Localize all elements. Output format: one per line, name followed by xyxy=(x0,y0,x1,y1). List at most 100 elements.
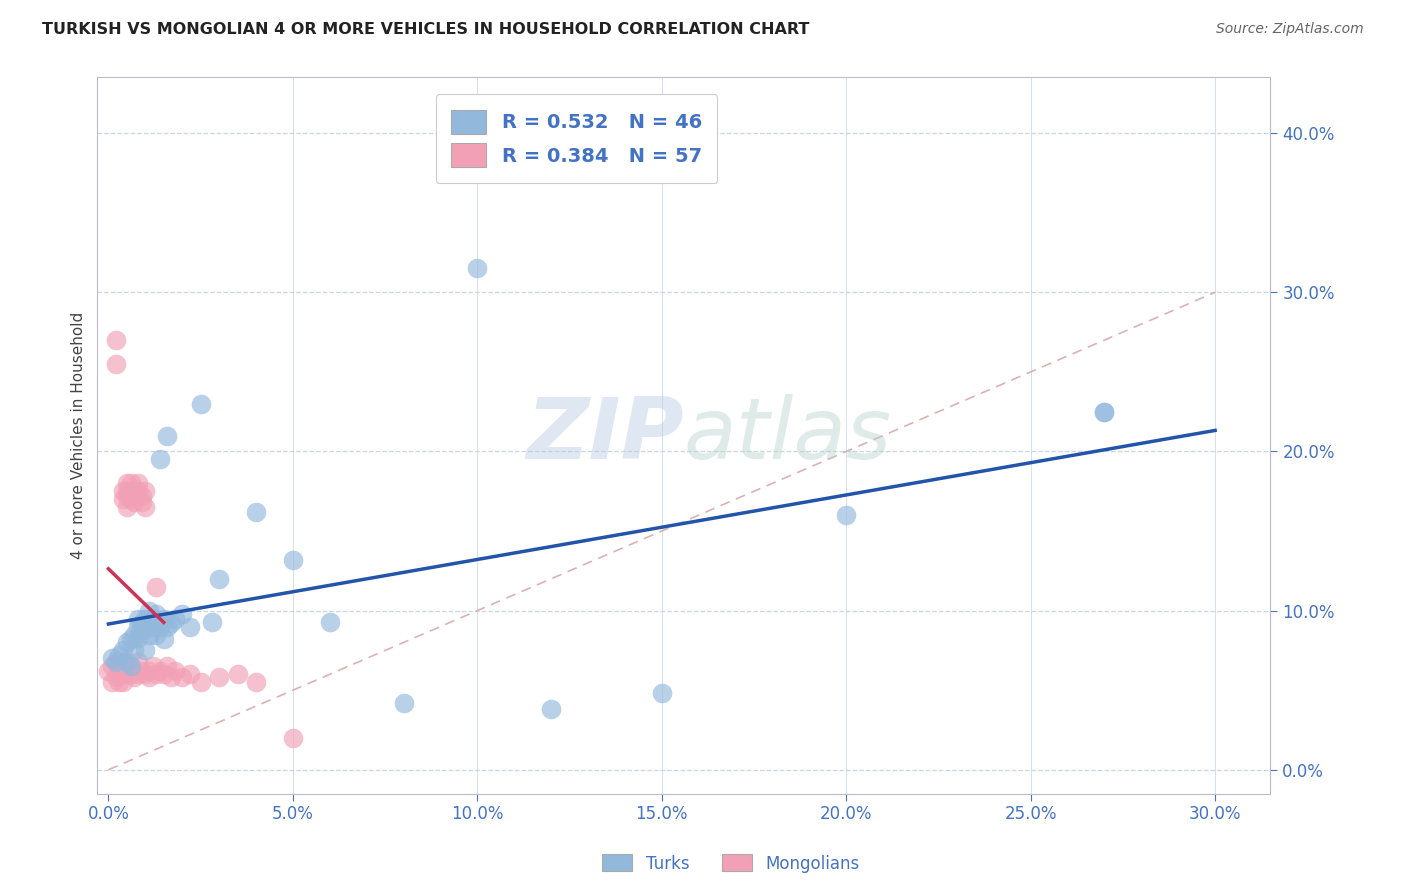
Point xyxy=(127,619,149,633)
Text: atlas: atlas xyxy=(683,394,891,477)
Point xyxy=(245,505,267,519)
Text: TURKISH VS MONGOLIAN 4 OR MORE VEHICLES IN HOUSEHOLD CORRELATION CHART: TURKISH VS MONGOLIAN 4 OR MORE VEHICLES … xyxy=(42,22,810,37)
Point xyxy=(115,476,138,491)
Point xyxy=(122,671,145,685)
Point xyxy=(115,489,138,503)
Point xyxy=(149,619,172,633)
Point xyxy=(115,484,138,499)
Point xyxy=(134,484,156,499)
Point xyxy=(127,476,149,491)
Point xyxy=(131,489,153,503)
Point xyxy=(160,616,183,631)
Point xyxy=(179,619,201,633)
Point xyxy=(127,667,149,681)
Point xyxy=(1094,405,1116,419)
Point xyxy=(172,671,194,685)
Point xyxy=(142,611,165,625)
Point xyxy=(127,655,149,669)
Y-axis label: 4 or more Vehicles in Household: 4 or more Vehicles in Household xyxy=(72,312,86,559)
Legend: Turks, Mongolians: Turks, Mongolians xyxy=(596,847,866,880)
Point xyxy=(97,664,120,678)
Point xyxy=(145,667,167,681)
Point xyxy=(190,397,212,411)
Point xyxy=(142,659,165,673)
Point xyxy=(101,651,124,665)
Point xyxy=(281,731,304,745)
Point xyxy=(115,635,138,649)
Point xyxy=(138,671,160,685)
Point xyxy=(122,627,145,641)
Point xyxy=(152,611,174,625)
Point xyxy=(120,667,142,681)
Point xyxy=(112,675,135,690)
Point xyxy=(131,664,153,678)
Point xyxy=(120,632,142,647)
Point xyxy=(465,261,488,276)
Point xyxy=(104,655,127,669)
Legend: R = 0.532   N = 46, R = 0.384   N = 57: R = 0.532 N = 46, R = 0.384 N = 57 xyxy=(436,95,717,183)
Point xyxy=(179,667,201,681)
Point xyxy=(226,667,249,681)
Point xyxy=(138,664,160,678)
Point xyxy=(392,696,415,710)
Point xyxy=(122,495,145,509)
Point xyxy=(540,702,562,716)
Point xyxy=(127,631,149,645)
Point xyxy=(134,500,156,515)
Point xyxy=(108,648,131,663)
Point xyxy=(145,580,167,594)
Point xyxy=(122,489,145,503)
Point xyxy=(120,659,142,673)
Point xyxy=(152,632,174,647)
Point xyxy=(172,607,194,621)
Point xyxy=(145,607,167,621)
Point xyxy=(190,675,212,690)
Point xyxy=(281,552,304,566)
Point xyxy=(835,508,858,523)
Point xyxy=(152,667,174,681)
Point xyxy=(104,671,127,685)
Point xyxy=(112,492,135,507)
Point xyxy=(156,428,179,442)
Point xyxy=(134,643,156,657)
Point xyxy=(101,675,124,690)
Point xyxy=(131,623,153,637)
Point xyxy=(138,627,160,641)
Point xyxy=(138,604,160,618)
Point xyxy=(163,664,186,678)
Point xyxy=(1094,405,1116,419)
Point xyxy=(145,627,167,641)
Point xyxy=(112,484,135,499)
Point xyxy=(319,615,342,629)
Point xyxy=(245,675,267,690)
Point xyxy=(120,484,142,499)
Text: ZIP: ZIP xyxy=(526,394,683,477)
Text: Source: ZipAtlas.com: Source: ZipAtlas.com xyxy=(1216,22,1364,37)
Point xyxy=(127,484,149,499)
Point xyxy=(108,675,131,690)
Point xyxy=(108,655,131,669)
Point xyxy=(149,664,172,678)
Point xyxy=(208,572,231,586)
Point xyxy=(163,611,186,625)
Point xyxy=(108,659,131,673)
Point xyxy=(120,659,142,673)
Point xyxy=(651,686,673,700)
Point xyxy=(208,671,231,685)
Point xyxy=(131,616,153,631)
Point xyxy=(112,655,135,669)
Point xyxy=(112,643,135,657)
Point xyxy=(201,615,224,629)
Point xyxy=(101,659,124,673)
Point xyxy=(156,659,179,673)
Point xyxy=(156,619,179,633)
Point xyxy=(120,476,142,491)
Point xyxy=(115,655,138,669)
Point xyxy=(120,492,142,507)
Point xyxy=(104,333,127,347)
Point xyxy=(122,484,145,499)
Point xyxy=(104,655,127,669)
Point xyxy=(160,671,183,685)
Point xyxy=(134,667,156,681)
Point xyxy=(115,664,138,678)
